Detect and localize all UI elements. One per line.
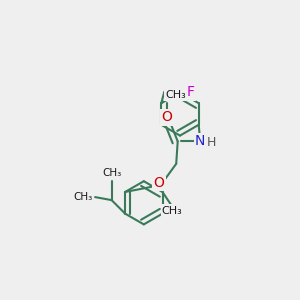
Text: O: O: [153, 176, 164, 190]
Text: CH₃: CH₃: [74, 192, 93, 202]
Text: CH₃: CH₃: [162, 206, 182, 216]
Text: CH₃: CH₃: [102, 168, 121, 178]
Text: N: N: [195, 134, 206, 148]
Text: F: F: [187, 85, 194, 99]
Text: CH₃: CH₃: [165, 90, 186, 100]
Text: O: O: [161, 110, 172, 124]
Text: H: H: [207, 136, 216, 149]
